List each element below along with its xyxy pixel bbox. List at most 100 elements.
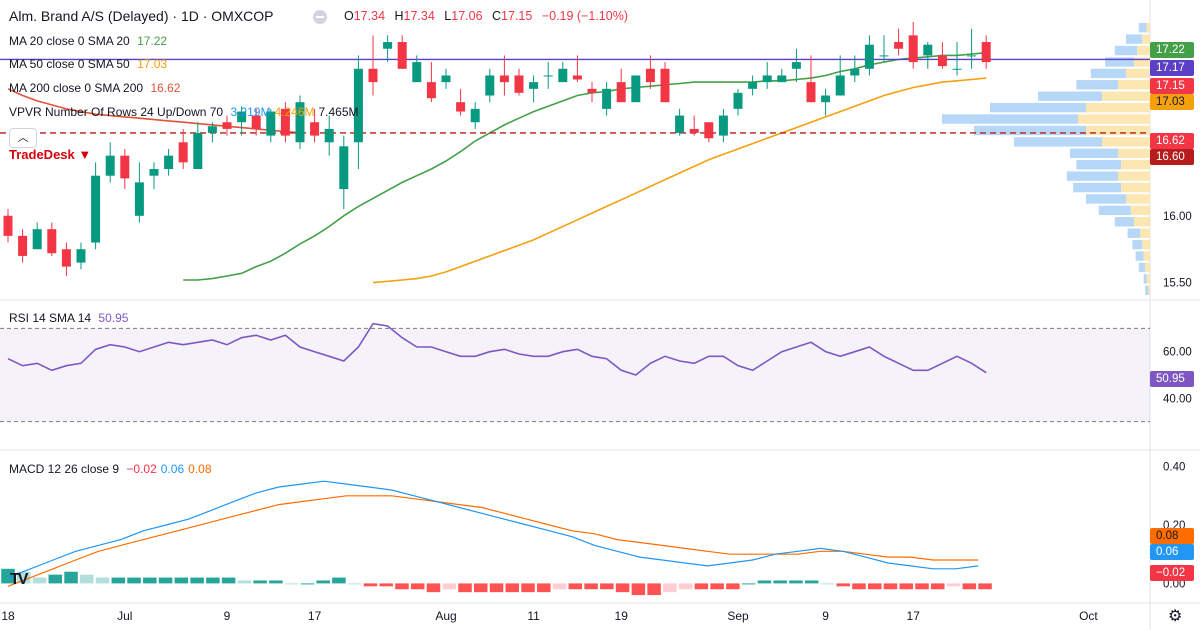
candle-body [266,111,276,136]
legend-ma200[interactable]: MA 200 close 0 SMA 200 16.62 [9,81,181,95]
vpvr-up-bar [1145,285,1149,295]
candle-body [806,82,816,103]
price-tag: 16.62 [1150,133,1194,149]
vpvr-up-bar [1135,251,1144,261]
vpvr-up-bar [1143,274,1147,284]
legend-ma20[interactable]: MA 20 close 0 SMA 20 17.22 [9,34,168,48]
candle-body [952,68,962,70]
tradingview-logo: TV [10,571,29,588]
price-tag: 16.60 [1150,149,1194,165]
legend-ma50[interactable]: MA 50 close 0 SMA 50 17.03 [9,57,168,71]
vpvr-down-bar [1134,57,1150,67]
candle-body [368,68,378,83]
macd-histogram-bar [584,583,598,590]
vpvr-down-bar [1126,68,1150,79]
candle-body [120,155,130,179]
candle-body [456,102,466,112]
candle-body [967,55,977,57]
candle-body [178,142,188,163]
x-tick-label: Sep [727,609,749,623]
candle-body [207,126,217,133]
candle-body [295,102,305,143]
macd-histogram-bar [710,583,724,590]
macd-histogram-bar [221,577,236,584]
vpvr-up-bar [1073,182,1122,193]
vpvr-down-bar [1102,91,1150,101]
macd-histogram-bar [95,577,110,584]
macd-histogram-bar [505,583,520,593]
macd-histogram-bar [426,583,441,593]
vpvr-up-bar [1114,217,1134,227]
macd-histogram-bar [206,577,220,584]
vpvr-down-bar [1146,23,1150,33]
macd-histogram-bar [537,583,551,593]
legend-rsi[interactable]: RSI 14 SMA 14 50.95 [9,311,129,325]
price-tick-label: 16.00 [1163,211,1192,223]
x-tick-label: 17 [308,609,322,623]
gear-icon[interactable]: ⚙ [1168,608,1183,625]
vpvr-up-bar [1090,68,1126,79]
macd-histogram-bar [600,583,614,590]
vpvr-down-bar [1130,205,1150,216]
vpvr-down-bar [1142,239,1150,250]
vpvr-up-bar [1076,80,1118,90]
x-tick-label: 9 [224,609,231,623]
macd-histogram-bar [741,583,756,585]
vpvr-up-bar [1038,91,1102,101]
candle-body [251,115,261,129]
candle-body [18,235,28,256]
rsi-tick-label: 60.00 [1163,347,1192,359]
macd-histogram-bar [316,580,330,584]
candle-body [689,128,699,133]
candle-body [412,62,422,83]
vpvr-up-bar [1132,239,1142,250]
macd-histogram-bar [946,583,961,587]
macd-histogram-bar [757,580,772,584]
collapse-button[interactable]: ︿ [9,128,37,148]
macd-histogram-bar [867,583,882,590]
rsi-value-tag: 50.95 [1150,371,1194,387]
macd-histogram-bar [237,580,252,584]
symbol-title[interactable]: Alm. Brand A/S (Delayed) · 1D · OMXCOP [9,8,274,24]
vpvr-down-bar [1118,171,1150,181]
high-value: 17.34 [403,9,435,23]
candle-body [587,88,597,93]
macd-histogram-bar [363,583,378,587]
vpvr-up-bar [1086,194,1126,204]
vpvr-up-bar [1098,205,1131,216]
vpvr-down-bar [1121,182,1150,193]
macd-line [7,480,979,579]
rsi-line [7,322,987,376]
vpvr-down-bar [1145,262,1150,273]
vpvr-down-bar [1143,251,1150,261]
macd-histogram-bar [48,574,63,584]
candle-body [397,42,407,69]
candle-body [718,115,728,136]
macd-histogram-bar [789,580,803,584]
vpvr-down-bar [1078,114,1150,124]
macd-histogram-bar [253,580,267,584]
change-value: −0.19 (−1.10%) [541,9,628,23]
collapse-legend-icon[interactable] [313,10,327,24]
price-tag: 17.17 [1150,60,1194,76]
macd-histogram-bar [32,577,47,584]
macd-histogram-bar [615,583,630,593]
macd-histogram-bar [17,571,31,584]
legend-macd[interactable]: MACD 12 26 close 9 −0.02 0.06 0.08 [9,462,212,476]
candle-body [426,82,436,99]
macd-value-tag: −0.02 [1150,565,1194,581]
macd-histogram-bar [552,583,567,590]
vpvr-down-bar [1148,285,1150,295]
macd-histogram-bar [899,583,913,590]
candle-body [704,122,714,139]
tradedesk-label[interactable]: TradeDesk ▼ [9,147,92,162]
macd-histogram-bar [663,583,677,593]
legend-vpvr[interactable]: VPVR Number Of Rows 24 Up/Down 70 3.219M… [9,105,359,119]
macd-histogram-bar [726,583,740,590]
x-tick-label: Jul [117,609,132,623]
macd-histogram-bar [332,577,346,584]
candle-body [470,108,480,123]
vpvr-down-bar [1118,148,1150,158]
candle-body [32,229,42,250]
